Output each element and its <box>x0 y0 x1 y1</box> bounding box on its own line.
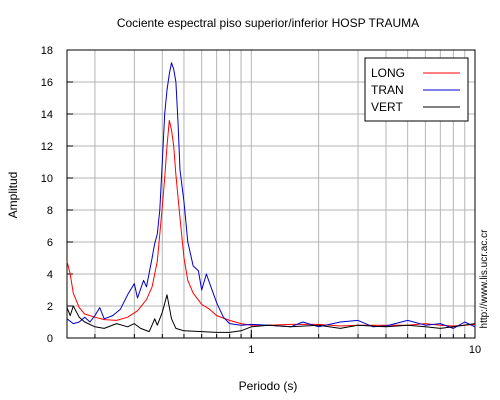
y-tick-label: 8 <box>47 205 53 217</box>
series-line-vert <box>66 294 476 333</box>
y-tick-label: 10 <box>41 173 53 185</box>
y-tick-label: 18 <box>41 45 53 57</box>
series-line-tran <box>66 62 476 329</box>
legend-label-long: LONG <box>371 66 405 80</box>
y-tick-label: 14 <box>41 109 53 121</box>
x-axis-label: Periodo (s) <box>239 379 298 393</box>
side-url-text: http://www.lis.ucr.ac.cr <box>479 229 490 329</box>
y-tick-label: 2 <box>47 301 53 313</box>
y-tick-label: 4 <box>47 269 53 281</box>
legend: LONG TRAN VERT <box>364 57 469 122</box>
x-tick-label: 1 <box>248 344 254 356</box>
series-line-long <box>66 119 476 327</box>
legend-label-vert: VERT <box>371 100 403 114</box>
x-tick-label: 10 <box>469 344 481 356</box>
y-tick-label: 6 <box>47 237 53 249</box>
y-tick-label: 12 <box>41 141 53 153</box>
y-axis-ticks: 0 2 4 6 8 10 12 14 16 18 <box>41 45 73 345</box>
x-axis-ticks: 1 10 <box>94 330 481 356</box>
legend-label-tran: TRAN <box>371 83 404 97</box>
y-axis-label: Amplitud <box>6 172 20 219</box>
series-lines <box>66 62 476 333</box>
chart-title: Cociente espectral piso superior/inferio… <box>117 16 419 30</box>
y-tick-label: 16 <box>41 77 53 89</box>
y-tick-label: 0 <box>47 333 53 345</box>
plot-frame <box>66 49 476 339</box>
